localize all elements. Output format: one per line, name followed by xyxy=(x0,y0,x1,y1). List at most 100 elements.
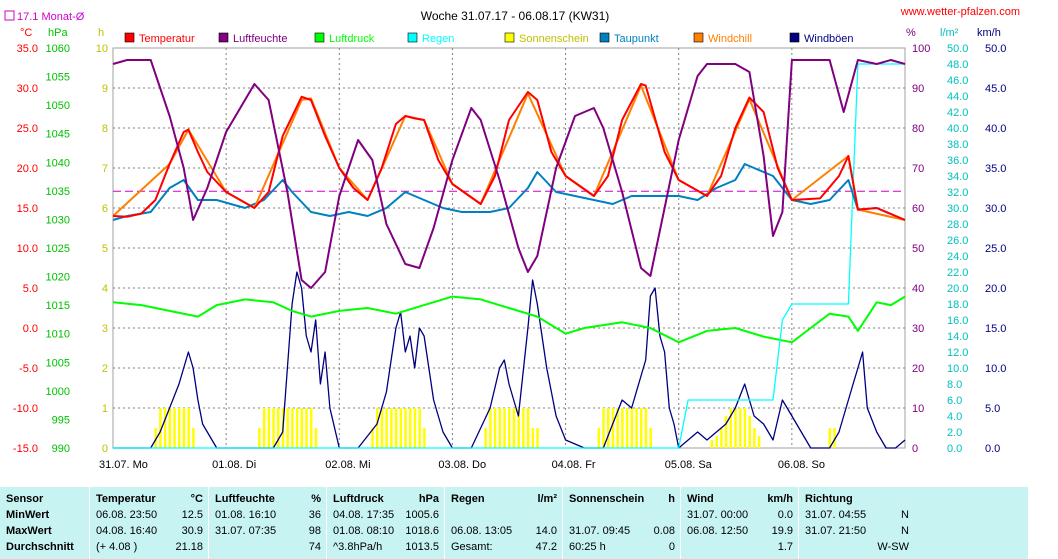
stats-row xyxy=(445,507,562,523)
sunshine-bar xyxy=(508,408,511,448)
stats-row: Wind km/h xyxy=(681,491,798,507)
stats-row: 31.07. 07:35 98 xyxy=(209,523,326,539)
sunshine-bar xyxy=(305,408,308,448)
tick-label-rain: 32.0 xyxy=(947,187,968,199)
tick-label-press: 1055 xyxy=(46,72,70,84)
tick-label-temp: -15.0 xyxy=(13,443,38,455)
sunshine-bar xyxy=(739,408,742,448)
tick-label-rain: 22.0 xyxy=(947,267,968,279)
tick-label-hum: 100 xyxy=(912,43,930,55)
tick-label-rain: 16.0 xyxy=(947,315,968,327)
tick-label-rain: 48.0 xyxy=(947,59,968,71)
wind-unit: km/h xyxy=(977,27,1001,39)
statistics-table: Sensor MinWert MaxWert Durchschnitt Temperat… xyxy=(0,487,1028,559)
legend: Temperatur Luftfeuchte Luftdruck Regen Sonne… xyxy=(124,32,854,45)
tick-label-temp: 5.0 xyxy=(23,283,38,295)
legend-label: Windböen xyxy=(804,33,854,45)
x-tick-label: 02.08. Mi xyxy=(325,459,370,471)
legend-swatch xyxy=(789,32,800,43)
tick-label-rain: 30.0 xyxy=(947,203,968,215)
sunshine-bar xyxy=(286,408,289,448)
sunshine-bar xyxy=(187,408,190,448)
x-tick-label: 05.08. Sa xyxy=(665,459,713,471)
tick-label-wind: 45.0 xyxy=(985,83,1006,95)
stats-row: 31.07. 04:55 N xyxy=(799,507,914,523)
legend-swatch xyxy=(124,32,135,43)
sunshine-bar xyxy=(724,416,728,448)
stats-cell: Sensor xyxy=(6,493,44,505)
tick-label-wind: 25.0 xyxy=(985,243,1006,255)
legend-label: Taupunkt xyxy=(614,33,659,45)
weather-chart: Woche 31.07.17 - 06.08.17 (KW31) www.wet… xyxy=(4,6,1020,471)
legend-label: Regen xyxy=(422,33,454,45)
tick-label-temp: 35.0 xyxy=(17,43,38,55)
stats-cell: hPa xyxy=(418,493,439,505)
stats-row: 31.07. 00:00 0.0 xyxy=(681,507,798,523)
tick-label-hum: 70 xyxy=(912,163,924,175)
tick-label-press: 1020 xyxy=(46,272,70,284)
month-avg-label: 17.1 Monat-Ø xyxy=(17,11,85,23)
sunshine-bar xyxy=(536,428,539,448)
chart-title: Woche 31.07.17 - 06.08.17 (KW31) xyxy=(421,9,610,23)
sunshine-bar xyxy=(272,408,275,448)
stats-row: W-SW xyxy=(799,539,914,555)
tick-label-hum: 20 xyxy=(912,363,924,375)
x-tick-label: 03.08. Do xyxy=(438,459,486,471)
stats-cell: 0.08 xyxy=(653,525,675,537)
tick-label-press: 1005 xyxy=(46,357,70,369)
tick-label-rain: 26.0 xyxy=(947,235,968,247)
stats-cell: 0 xyxy=(668,541,675,553)
tick-label-wind: 35.0 xyxy=(985,163,1006,175)
sunshine-bar xyxy=(376,408,379,448)
stats-cell: 31.07. 07:35 xyxy=(215,525,277,537)
website-label[interactable]: www.wetter-pfalzen.com xyxy=(900,6,1020,18)
sunshine-bar xyxy=(715,436,718,448)
legend-label: Luftdruck xyxy=(329,33,375,45)
sunshine-bar xyxy=(168,408,172,448)
tick-label-rain: 12.0 xyxy=(947,347,968,359)
tick-label-temp: -5.0 xyxy=(19,363,38,375)
tick-label-wind: 10.0 xyxy=(985,363,1006,375)
press-unit: hPa xyxy=(48,27,68,39)
legend-swatch xyxy=(693,32,704,43)
stats-cell: (+ 4.08 ) xyxy=(96,541,138,553)
tick-label-sun: 4 xyxy=(102,283,108,295)
sunshine-bar xyxy=(192,428,195,448)
stats-cell: 1005.6 xyxy=(405,509,439,521)
tick-label-press: 1040 xyxy=(46,157,70,169)
tick-label-rain: 24.0 xyxy=(947,251,968,263)
tick-label-wind: 20.0 xyxy=(985,283,1006,295)
tick-label-wind: 15.0 xyxy=(985,323,1006,335)
series-line-luftfeuchte xyxy=(112,59,906,289)
stats-row: Sensor xyxy=(0,491,88,507)
stats-row: MaxWert xyxy=(0,523,88,539)
stats-col-wind: Wind km/h 31.07. 00:00 0.0 06.08. 12:50 19.9 1… xyxy=(680,487,798,559)
stats-cell: 98 xyxy=(308,525,321,537)
stats-row: 06.08. 23:50 12.5 xyxy=(90,507,208,523)
stats-row: 01.08. 16:10 36 xyxy=(209,507,326,523)
stats-cell: °C xyxy=(190,493,203,505)
tick-label-sun: 5 xyxy=(102,243,108,255)
stats-col-press: Luftdruck hPa 04.08. 17:35 1005.6 01.08. 08:… xyxy=(326,487,444,559)
stats-cell: 06.08. 23:50 xyxy=(96,509,158,521)
tick-label-press: 1060 xyxy=(46,43,70,55)
tick-label-sun: 3 xyxy=(102,323,108,335)
sunshine-bar xyxy=(833,428,836,448)
sunshine-bar xyxy=(512,408,516,448)
stats-col-hum: Luftfeuchte% 01.08. 16:10 36 31.07. 07:35 98… xyxy=(208,487,326,559)
stats-cell: Sonnenschein xyxy=(569,493,645,505)
tick-label-rain: 42.0 xyxy=(947,107,968,119)
tick-label-wind: 50.0 xyxy=(985,43,1006,55)
sunshine-bar xyxy=(390,408,393,448)
sunshine-bar xyxy=(635,408,638,448)
stats-cell: Wind xyxy=(687,493,714,505)
tick-label-hum: 90 xyxy=(912,83,924,95)
tick-label-rain: 0.0 xyxy=(947,443,962,455)
x-tick-label: 04.08. Fr xyxy=(552,459,596,471)
stats-cell: 0.0 xyxy=(777,509,793,521)
stats-col-sun: Sonnenschein h 31.07. 09:45 0.08 60:25 h 0 xyxy=(562,487,680,559)
stats-cell: 19.9 xyxy=(771,525,793,537)
legend-label: Windchill xyxy=(708,33,752,45)
tick-label-sun: 8 xyxy=(102,123,108,135)
tick-label-press: 1030 xyxy=(46,214,70,226)
